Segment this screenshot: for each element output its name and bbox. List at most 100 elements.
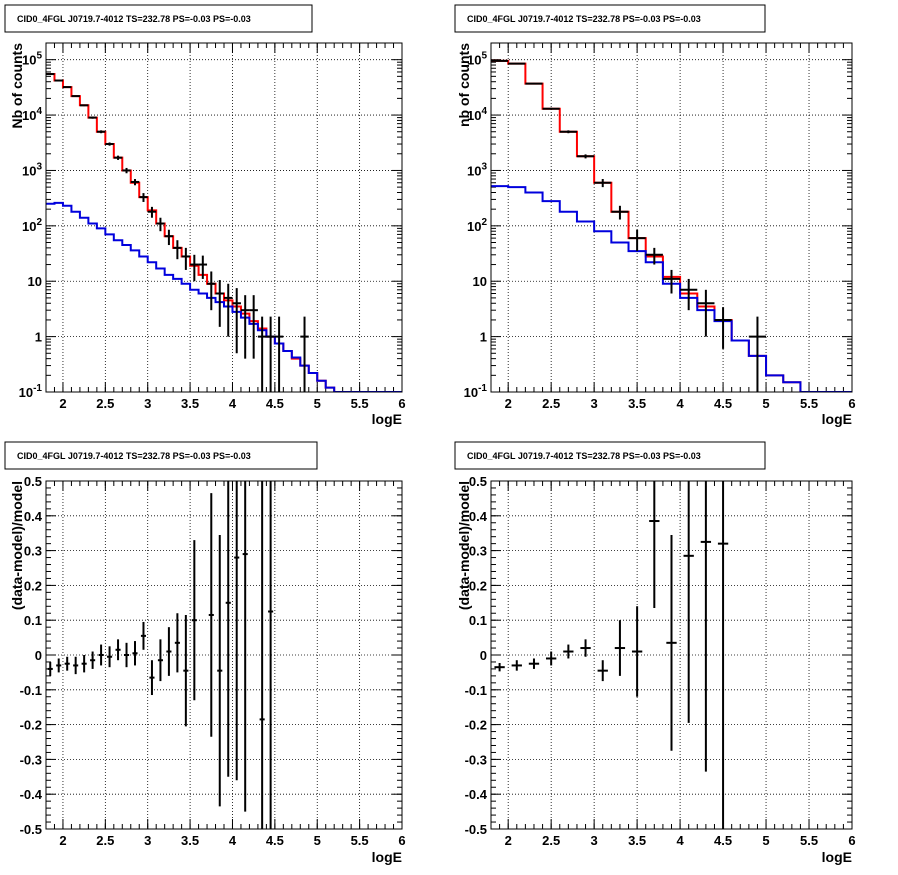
x-tick-label: 3: [591, 833, 598, 848]
residual-point: [528, 658, 540, 669]
data-point: [491, 59, 509, 62]
residual-point: [649, 481, 660, 609]
data-point: [122, 167, 131, 174]
y-tick-label: 0.2: [469, 578, 487, 593]
residual-point: [208, 493, 214, 737]
panel-counts-right: CID0_4FGL J0719.7-4012 TS=232.78 PS=-0.0…: [454, 4, 856, 427]
x-tick-label: 4.5: [266, 396, 284, 411]
residual-point: [494, 663, 505, 672]
y-tick-label: 0.1: [24, 613, 42, 628]
x-tick-label: 5.5: [800, 833, 818, 848]
x-tick-label: 2: [505, 396, 512, 411]
data-point: [525, 82, 543, 85]
data-point: [79, 104, 89, 107]
residual-point: [259, 481, 265, 829]
y-tick-label: 103: [22, 161, 42, 178]
residual-point: [56, 658, 62, 673]
x-tick-label: 3: [591, 396, 598, 411]
x-tick-label: 6: [848, 833, 855, 848]
y-tick-label: -0.2: [20, 718, 42, 733]
data-point: [96, 130, 106, 134]
data-point: [628, 229, 646, 252]
x-tick-label: 5.5: [351, 396, 369, 411]
residual-point: [563, 644, 574, 659]
x-tick-label: 4: [676, 833, 684, 848]
data-point: [240, 295, 250, 359]
residual-point: [580, 639, 591, 657]
data-point: [224, 283, 233, 337]
data-point: [680, 278, 698, 311]
residual-point: [683, 481, 694, 723]
y-tick-label: 0.5: [469, 474, 487, 489]
x-tick-label: 5: [314, 396, 321, 411]
x-tick-label: 5: [314, 833, 321, 848]
residual-point: [191, 540, 197, 701]
residual-point: [717, 481, 729, 829]
x-tick-label: 3: [144, 396, 151, 411]
x-tick-label: 2: [59, 833, 66, 848]
data-point: [164, 229, 174, 246]
residual-point: [115, 639, 121, 661]
data-point: [190, 254, 199, 282]
model-histogram-1: [46, 201, 402, 392]
residual-point: [140, 621, 147, 650]
x-tick-label: 2.5: [96, 396, 114, 411]
data-point: [207, 271, 216, 311]
plot-frame: [45, 42, 403, 393]
data-point: [88, 116, 97, 119]
y-tick-label: 102: [467, 217, 487, 234]
x-tick-label: 4.5: [266, 833, 284, 848]
x-tick-label: 5: [762, 396, 769, 411]
y-tick-label: -0.5: [465, 822, 487, 837]
model-histogram-1: [491, 185, 852, 392]
residual-point: [217, 534, 223, 807]
x-tick-label: 2: [59, 396, 66, 411]
y-tick-label: 0.3: [469, 544, 487, 559]
x-tick-label: 5.5: [800, 396, 818, 411]
residual-point: [166, 627, 172, 676]
y-tick-label: 102: [22, 217, 42, 234]
residual-point: [631, 606, 643, 697]
y-tick-label: 0: [35, 648, 42, 663]
x-tick-label: 2.5: [542, 833, 560, 848]
x-tick-label: 4: [229, 396, 237, 411]
y-tick-label: 103: [467, 161, 487, 178]
data-point: [249, 295, 258, 359]
data-point: [508, 62, 526, 65]
x-tick-label: 5: [762, 833, 769, 848]
plot-data: [491, 59, 852, 392]
y-tick-label: 10-1: [19, 383, 43, 400]
x-tick-label: 6: [398, 396, 405, 411]
x-tick-label: 2.5: [542, 396, 560, 411]
chart-title: CID0_4FGL J0719.7-4012 TS=232.78 PS=-0.0…: [467, 14, 701, 24]
plot-data: [46, 73, 402, 392]
residual-point: [123, 642, 130, 668]
panel-counts-left: CID0_4FGL J0719.7-4012 TS=232.78 PS=-0.0…: [4, 4, 406, 427]
x-axis-title: logE: [822, 849, 852, 865]
data-point: [198, 255, 208, 279]
plot-frame: [45, 480, 403, 830]
residual-point: [73, 656, 79, 675]
y-tick-label: 104: [467, 106, 487, 123]
y-tick-label: 1: [35, 330, 42, 345]
x-tick-label: 6: [398, 833, 405, 848]
y-tick-label: 1: [480, 330, 487, 345]
y-tick-label: -0.4: [20, 787, 43, 802]
x-tick-label: 6: [848, 396, 855, 411]
plot-frame: [490, 480, 853, 830]
y-tick-label: 0.5: [24, 474, 42, 489]
x-tick-label: 5.5: [351, 833, 369, 848]
y-tick-label: 0.2: [24, 578, 42, 593]
data-point: [62, 86, 72, 89]
residual-point: [225, 481, 231, 777]
data-point: [54, 79, 63, 82]
title-box: [454, 4, 766, 33]
y-tick-label: 104: [22, 106, 42, 123]
data-point: [105, 142, 114, 146]
data-point: [156, 217, 165, 232]
residual-point: [132, 641, 138, 666]
data-point: [662, 269, 681, 294]
x-axis-title: logE: [822, 411, 852, 427]
residual-point: [64, 656, 70, 671]
data-point: [173, 240, 182, 260]
